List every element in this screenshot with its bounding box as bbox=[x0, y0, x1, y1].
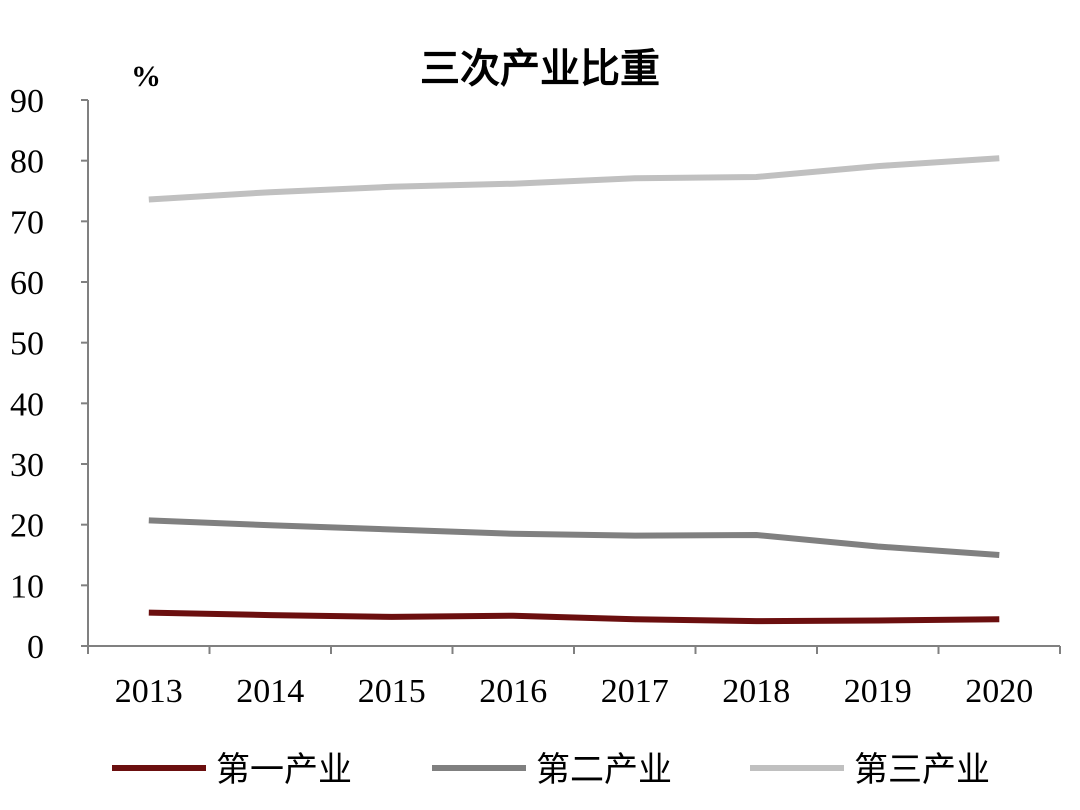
y-tick-label: 30 bbox=[10, 447, 44, 484]
legend-label-1: 第一产业 bbox=[216, 750, 352, 790]
y-tick-label: 70 bbox=[10, 204, 44, 241]
y-tick-label: 90 bbox=[10, 83, 44, 120]
legend-label-2: 第二产业 bbox=[536, 750, 672, 790]
y-tick-label: 40 bbox=[10, 386, 44, 423]
x-tick-label: 2017 bbox=[601, 673, 669, 710]
y-tick-label: 20 bbox=[10, 508, 44, 545]
y-tick-label: 80 bbox=[10, 144, 44, 181]
chart-title: 三次产业比重 bbox=[420, 46, 660, 92]
y-tick-label: 0 bbox=[27, 629, 44, 666]
x-axis-ticks: 2013 2014 2015 2016 2017 2018 2019 2020 bbox=[87, 646, 1061, 710]
x-tick-label: 2018 bbox=[722, 673, 790, 710]
x-tick-label: 2015 bbox=[358, 673, 426, 710]
series-lines bbox=[148, 155, 1000, 625]
x-tick-label: 2020 bbox=[965, 673, 1033, 710]
legend-label-3: 第三产业 bbox=[854, 750, 990, 790]
x-tick-label: 2019 bbox=[844, 673, 912, 710]
y-axis-ticks: 0 10 20 30 40 50 60 70 80 90 bbox=[10, 83, 88, 666]
x-tick-label: 2014 bbox=[236, 673, 304, 710]
y-tick-label: 50 bbox=[10, 326, 44, 363]
y-tick-label: 60 bbox=[10, 265, 44, 302]
y-axis-unit: % bbox=[131, 60, 161, 93]
series-line-1 bbox=[148, 609, 1000, 625]
series-line-3 bbox=[148, 155, 1000, 203]
legend: 第一产业 第二产业 第三产业 bbox=[112, 750, 990, 790]
x-tick-label: 2013 bbox=[115, 673, 183, 710]
y-tick-label: 10 bbox=[10, 568, 44, 605]
x-tick-label: 2016 bbox=[479, 673, 547, 710]
series-line-2 bbox=[148, 517, 1000, 558]
